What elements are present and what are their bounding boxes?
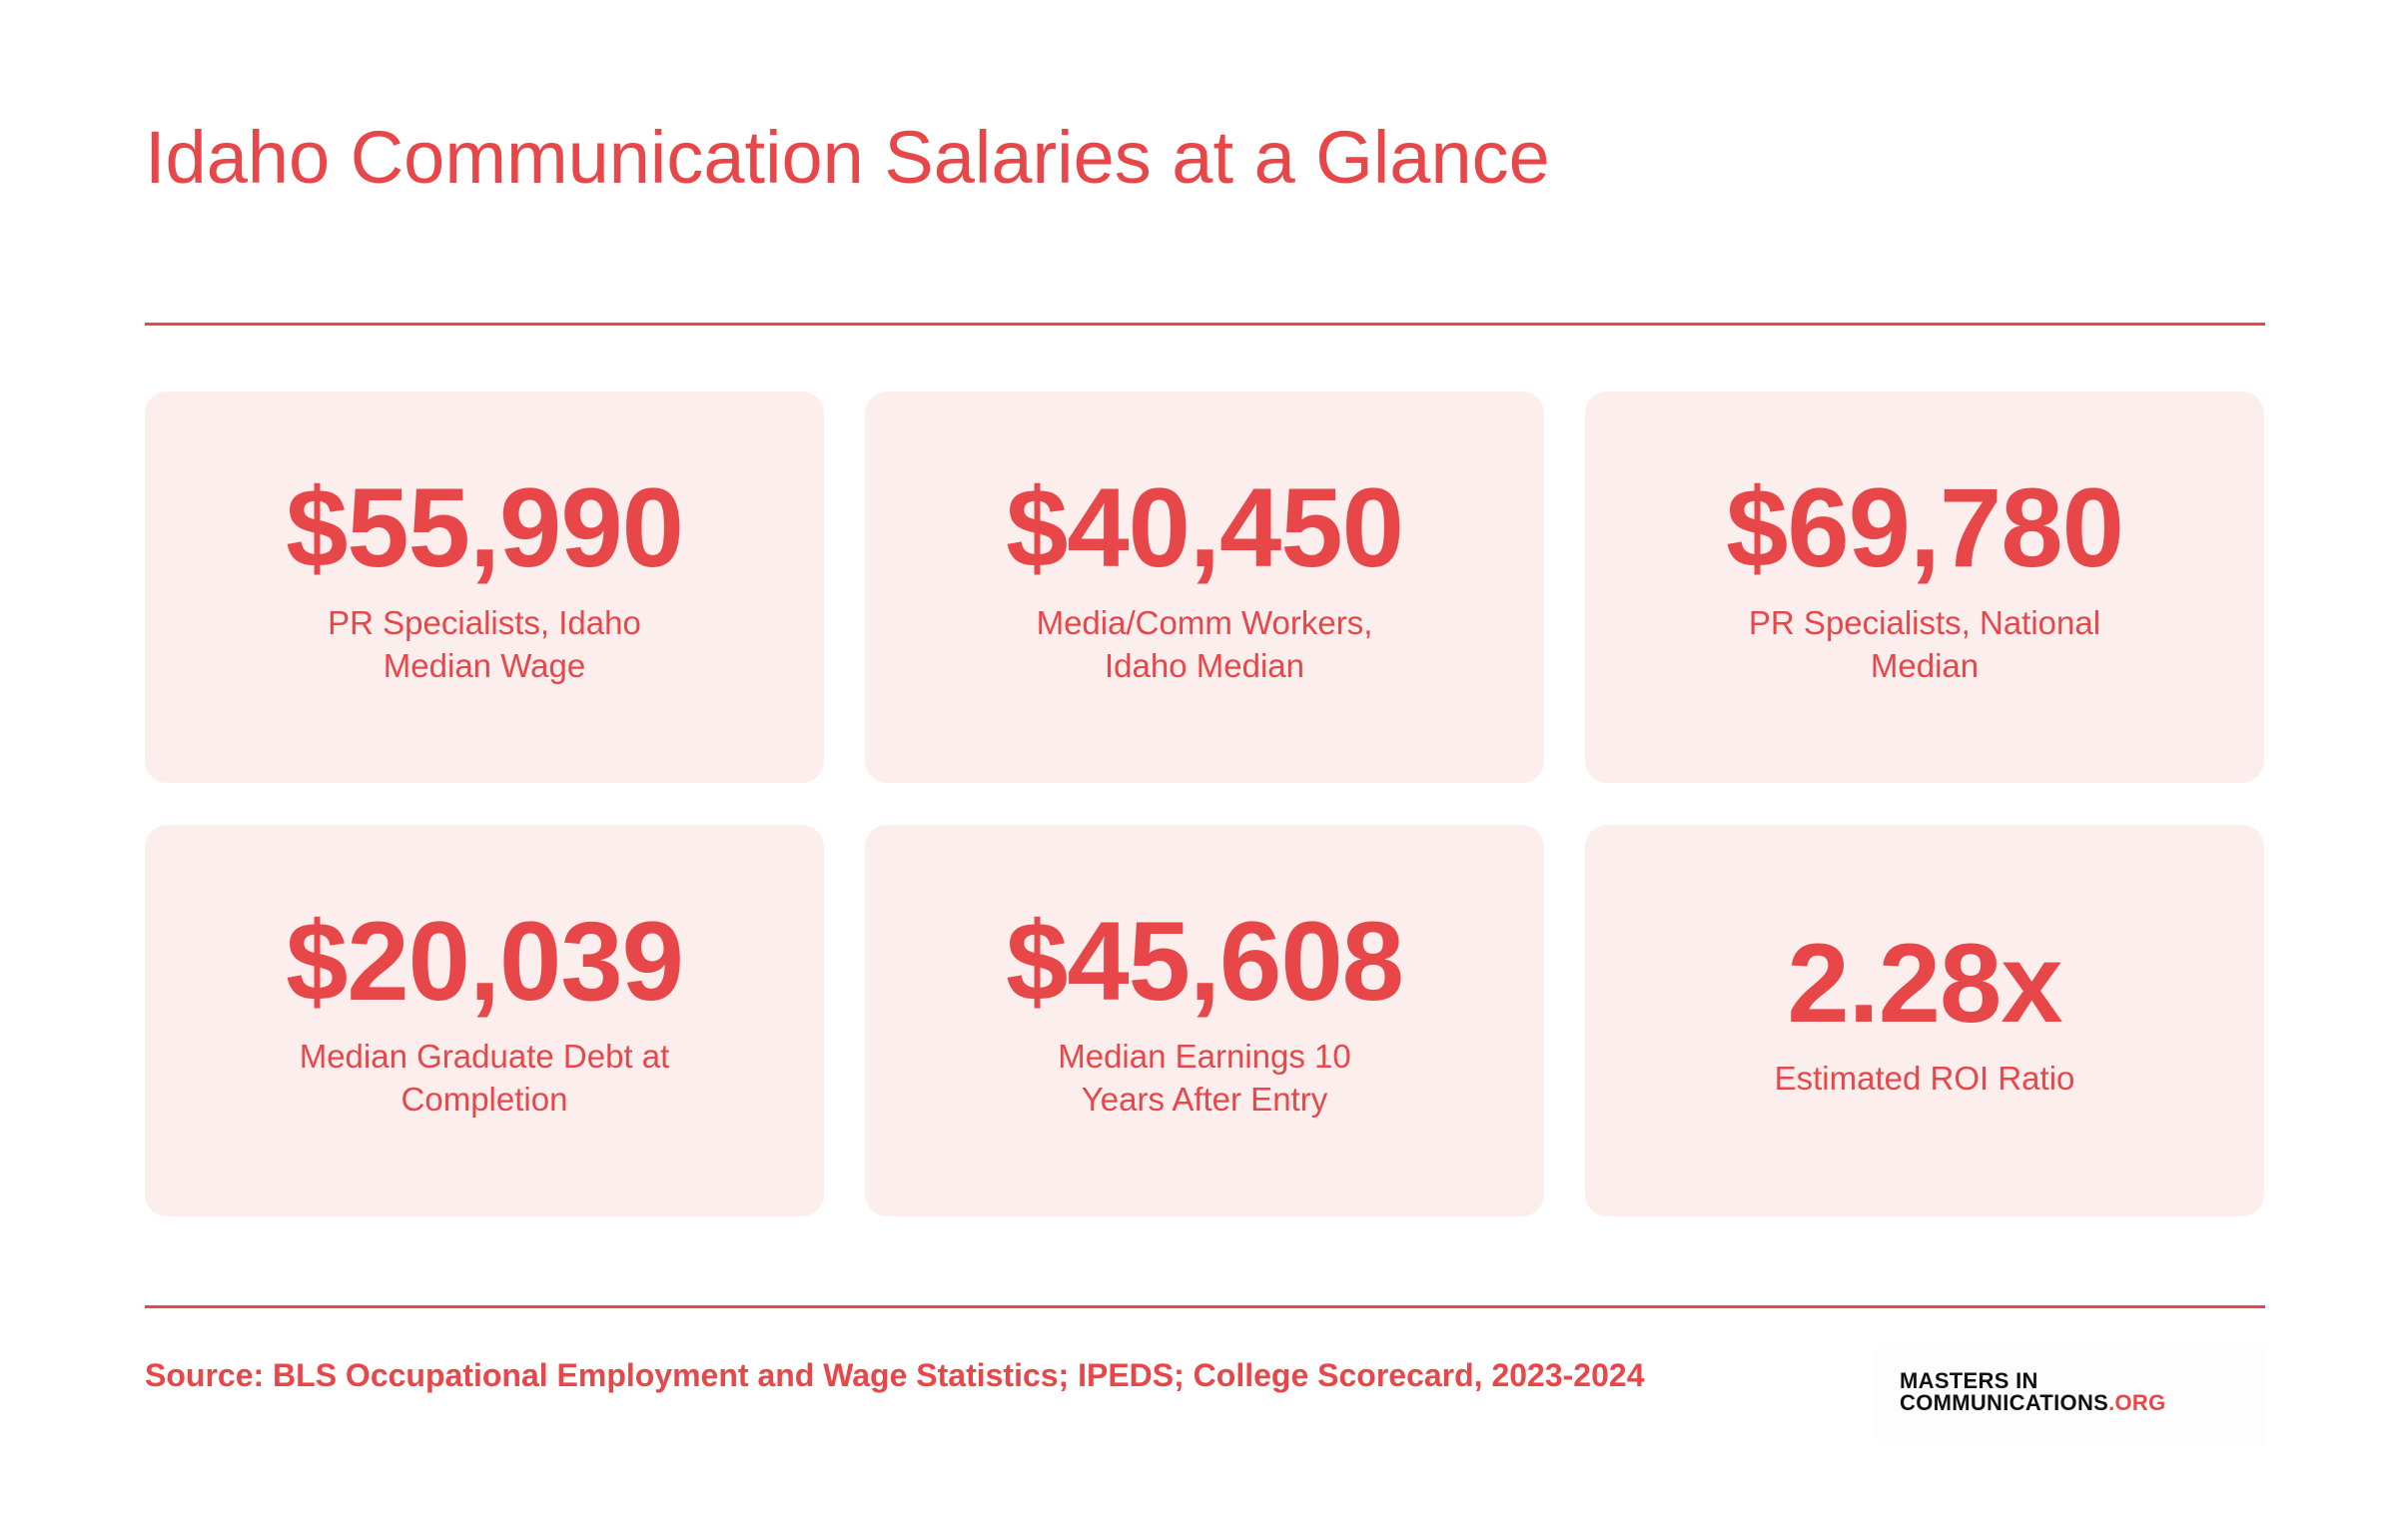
site-logo[interactable]: MASTERS IN COMMUNICATIONS.ORG — [1876, 1348, 2265, 1444]
stats-grid: $55,990 PR Specialists, Idaho Median Wag… — [145, 391, 2265, 1216]
stat-value: $69,780 — [1726, 465, 2124, 590]
bottom-divider — [145, 1305, 2265, 1308]
source-citation: Source: BLS Occupational Employment and … — [145, 1357, 1645, 1393]
logo-word: COMMUNICATIONS — [1900, 1390, 2109, 1415]
stat-label: Median Graduate Debt at Completion — [299, 1038, 670, 1118]
page-title: Idaho Communication Salaries at a Glance — [145, 116, 1550, 199]
stat-value: $40,450 — [1006, 465, 1404, 590]
stat-card-earnings-10yr: $45,608 Median Earnings 10 Years After E… — [865, 825, 1544, 1216]
stat-label: PR Specialists, National Median — [1748, 604, 2101, 684]
stat-card-media-idaho: $40,450 Media/Comm Workers, Idaho Median — [865, 391, 1544, 783]
stat-card-pr-national: $69,780 PR Specialists, National Median — [1585, 391, 2264, 783]
stat-value: $20,039 — [286, 899, 684, 1024]
logo-line-2: COMMUNICATIONS.ORG — [1900, 1392, 2265, 1414]
stat-label: PR Specialists, Idaho Median Wage — [328, 604, 641, 684]
stat-card-graduate-debt: $20,039 Median Graduate Debt at Completi… — [145, 825, 824, 1216]
logo-suffix: .ORG — [2108, 1390, 2166, 1415]
stat-card-roi-ratio: 2.28x Estimated ROI Ratio — [1585, 825, 2264, 1216]
stat-label: Media/Comm Workers, Idaho Median — [1036, 604, 1373, 684]
top-divider — [145, 323, 2265, 326]
stat-value: 2.28x — [1787, 920, 2062, 1046]
stat-value: $55,990 — [286, 465, 684, 590]
stat-value: $45,608 — [1006, 899, 1404, 1024]
logo-line-1: MASTERS IN — [1900, 1368, 2038, 1393]
stat-label: Median Earnings 10 Years After Entry — [1058, 1038, 1351, 1118]
stat-card-pr-idaho: $55,990 PR Specialists, Idaho Median Wag… — [145, 391, 824, 783]
stat-label: Estimated ROI Ratio — [1774, 1059, 2075, 1097]
